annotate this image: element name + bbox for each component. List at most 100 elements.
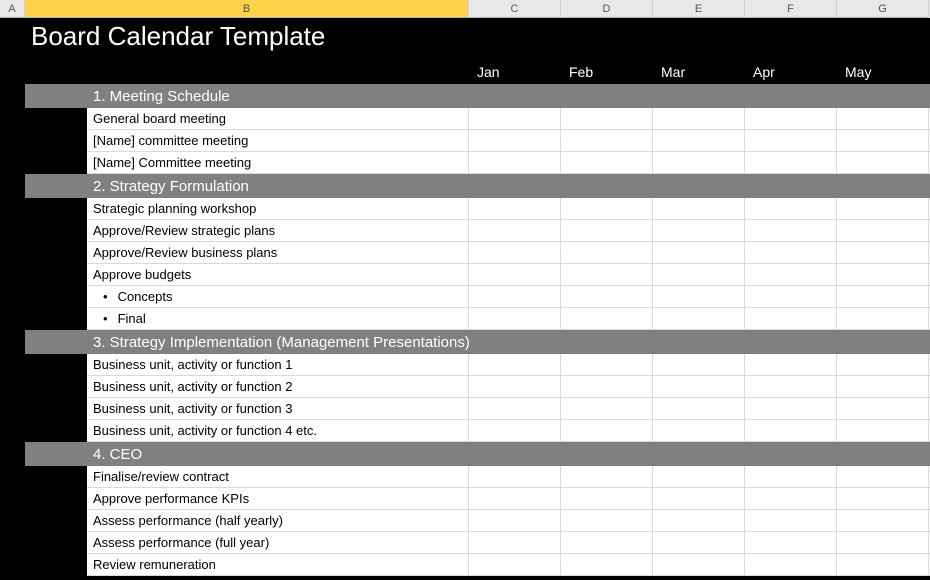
cell-apr[interactable] [745,532,837,554]
cell-may[interactable] [837,220,929,242]
cell-apr[interactable] [745,286,837,308]
row-label[interactable]: Assess performance (full year) [87,532,469,554]
cell-jan[interactable] [469,376,561,398]
cell-jan[interactable] [469,354,561,376]
table-row[interactable]: Approve budgets [0,264,930,286]
cell-mar[interactable] [653,130,745,152]
table-row[interactable]: Assess performance (full year) [0,532,930,554]
cell-jan[interactable] [469,264,561,286]
cell-jan[interactable] [469,554,561,576]
row-label[interactable]: Approve/Review strategic plans [87,220,469,242]
cell-mar[interactable] [653,532,745,554]
cell-may[interactable] [837,376,929,398]
cell-may[interactable] [837,554,929,576]
table-row[interactable]: Business unit, activity or function 2 [0,376,930,398]
cell-may[interactable] [837,420,929,442]
cell-jan[interactable] [469,242,561,264]
row-label[interactable]: Approve performance KPIs [87,488,469,510]
cell-may[interactable] [837,488,929,510]
cell-jan[interactable] [469,308,561,330]
col-header-A[interactable]: A [0,0,25,18]
cell-mar[interactable] [653,354,745,376]
row-label[interactable]: Business unit, activity or function 1 [87,354,469,376]
cell-feb[interactable] [561,398,653,420]
row-label[interactable]: Business unit, activity or function 2 [87,376,469,398]
cell-may[interactable] [837,152,929,174]
cell-may[interactable] [837,198,929,220]
cell-apr[interactable] [745,510,837,532]
cell-mar[interactable] [653,466,745,488]
cell-feb[interactable] [561,130,653,152]
cell-mar[interactable] [653,554,745,576]
cell-feb[interactable] [561,286,653,308]
cell-feb[interactable] [561,108,653,130]
cell-jan[interactable] [469,130,561,152]
table-row[interactable]: Business unit, activity or function 4 et… [0,420,930,442]
cell-jan[interactable] [469,466,561,488]
row-label[interactable]: Approve/Review business plans [87,242,469,264]
cell-feb[interactable] [561,220,653,242]
row-label[interactable]: [Name] Committee meeting [87,152,469,174]
cell-feb[interactable] [561,308,653,330]
cell-apr[interactable] [745,354,837,376]
cell-apr[interactable] [745,376,837,398]
col-header-E[interactable]: E [653,0,745,18]
cell-mar[interactable] [653,242,745,264]
row-label[interactable]: •Concepts [87,286,469,308]
row-label[interactable]: Review remuneration [87,554,469,576]
cell-may[interactable] [837,130,929,152]
cell-may[interactable] [837,242,929,264]
cell-mar[interactable] [653,152,745,174]
cell-jan[interactable] [469,152,561,174]
table-row[interactable]: Approve/Review strategic plans [0,220,930,242]
cell-apr[interactable] [745,420,837,442]
cell-feb[interactable] [561,466,653,488]
cell-feb[interactable] [561,554,653,576]
table-row[interactable]: General board meeting [0,108,930,130]
row-label[interactable]: General board meeting [87,108,469,130]
cell-apr[interactable] [745,398,837,420]
cell-apr[interactable] [745,264,837,286]
cell-mar[interactable] [653,488,745,510]
cell-may[interactable] [837,532,929,554]
cell-jan[interactable] [469,510,561,532]
cell-mar[interactable] [653,198,745,220]
cell-feb[interactable] [561,488,653,510]
cell-jan[interactable] [469,108,561,130]
cell-feb[interactable] [561,420,653,442]
cell-feb[interactable] [561,532,653,554]
table-row[interactable]: •Final [0,308,930,330]
cell-may[interactable] [837,264,929,286]
table-row[interactable]: Strategic planning workshop [0,198,930,220]
cell-apr[interactable] [745,554,837,576]
cell-jan[interactable] [469,220,561,242]
row-label[interactable]: Business unit, activity or function 4 et… [87,420,469,442]
row-label[interactable]: Assess performance (half yearly) [87,510,469,532]
table-row[interactable]: Approve performance KPIs [0,488,930,510]
cell-mar[interactable] [653,420,745,442]
cell-feb[interactable] [561,264,653,286]
cell-may[interactable] [837,466,929,488]
cell-apr[interactable] [745,108,837,130]
cell-mar[interactable] [653,376,745,398]
cell-may[interactable] [837,108,929,130]
cell-feb[interactable] [561,354,653,376]
table-row[interactable]: Assess performance (half yearly) [0,510,930,532]
col-header-C[interactable]: C [469,0,561,18]
row-label[interactable]: [Name] committee meeting [87,130,469,152]
cell-mar[interactable] [653,308,745,330]
cell-jan[interactable] [469,198,561,220]
cell-may[interactable] [837,286,929,308]
cell-mar[interactable] [653,264,745,286]
cell-feb[interactable] [561,152,653,174]
cell-apr[interactable] [745,242,837,264]
table-row[interactable]: [Name] Committee meeting [0,152,930,174]
table-row[interactable]: Review remuneration [0,554,930,576]
table-row[interactable]: Business unit, activity or function 3 [0,398,930,420]
cell-apr[interactable] [745,198,837,220]
cell-jan[interactable] [469,420,561,442]
col-header-B[interactable]: B [25,0,469,18]
table-row[interactable]: Finalise/review contract [0,466,930,488]
cell-mar[interactable] [653,510,745,532]
cell-mar[interactable] [653,286,745,308]
